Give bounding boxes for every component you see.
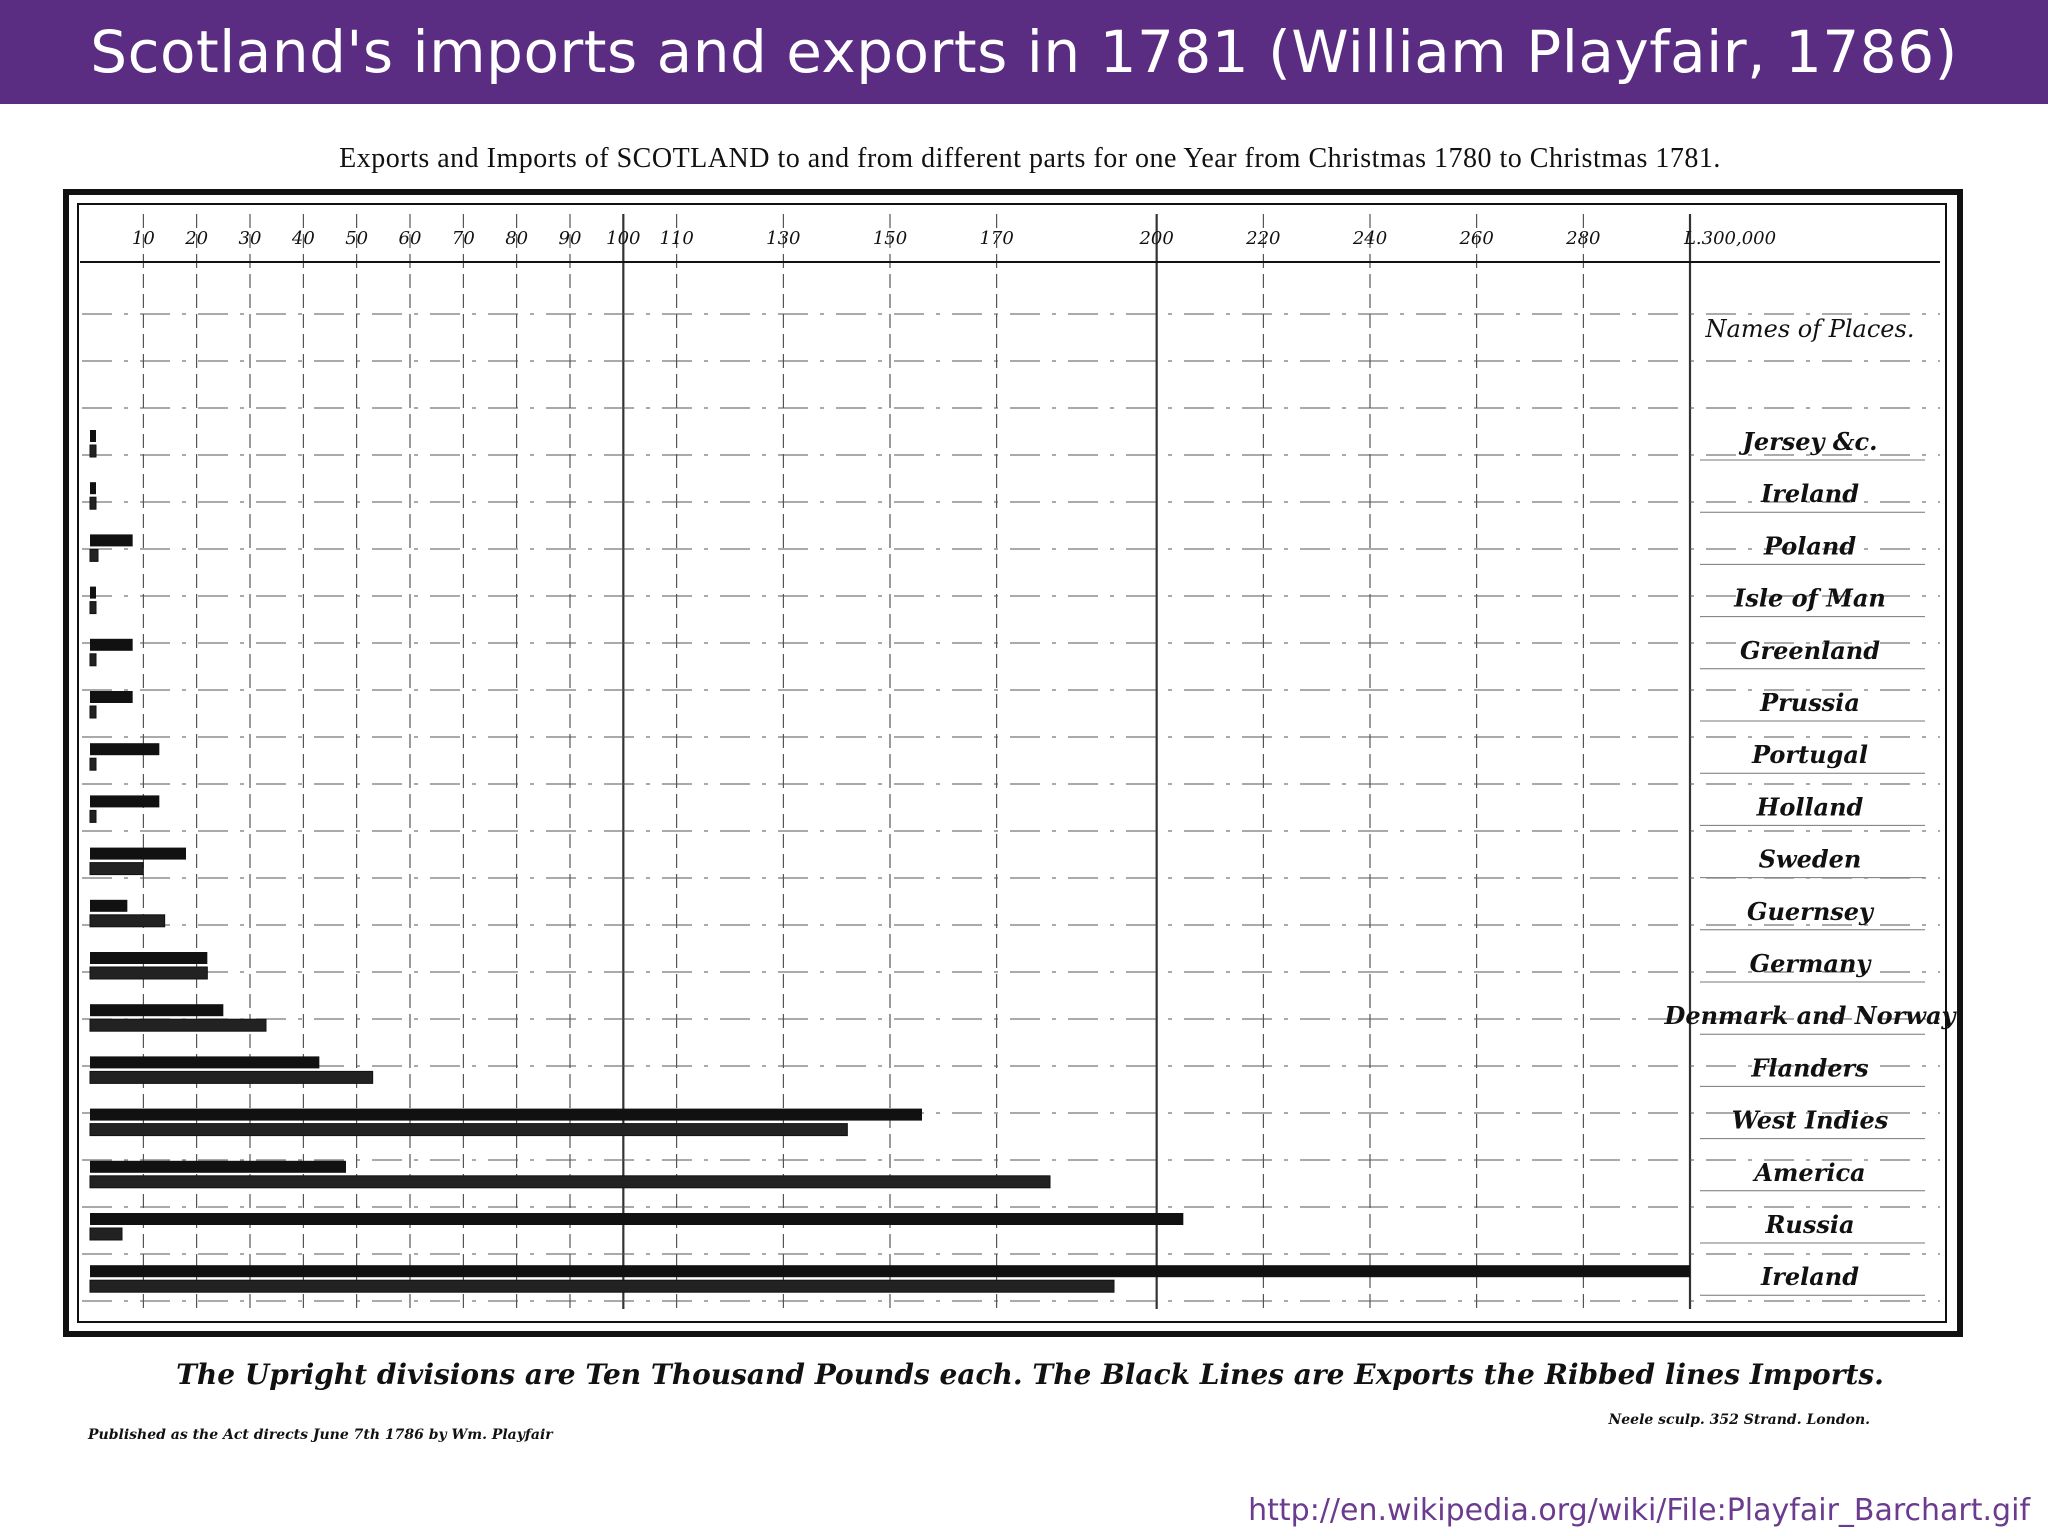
category-labels: Jersey &c. Ireland Poland Isle of Man Greenl… (1664, 427, 1958, 1296)
category-label: Portugal (1751, 740, 1868, 769)
x-tick-label: 40 (291, 228, 315, 249)
category-label: Isle of Man (1733, 584, 1886, 613)
import-bar (89, 705, 97, 719)
chart-title: Exports and Imports of SCOTLAND to and f… (339, 143, 1721, 174)
column-header: Names of Places. (1705, 315, 1915, 343)
export-bar (90, 1213, 1184, 1225)
x-tick-label: 280 (1565, 228, 1600, 249)
export-bar (90, 430, 96, 442)
x-tick-label: 260 (1458, 228, 1493, 249)
category-label: Guernsey (1747, 897, 1875, 926)
import-bar (89, 1175, 1051, 1189)
import-bar (89, 1070, 374, 1084)
export-bar (90, 1265, 1690, 1278)
chart-footnote: The Upright divisions are Ten Thousand P… (176, 1358, 1884, 1391)
export-bar (90, 847, 186, 860)
import-bar (89, 601, 97, 615)
x-tick-label: 90 (559, 228, 582, 249)
category-label: Greenland (1740, 636, 1880, 665)
import-bar (89, 862, 144, 876)
x-tick-label: 10 (132, 228, 155, 249)
category-label: America (1752, 1158, 1865, 1187)
category-label: West Indies (1732, 1106, 1889, 1135)
export-bar (90, 1108, 922, 1121)
export-bar (90, 691, 133, 703)
source-link[interactable]: http://en.wikipedia.org/wiki/File:Playfa… (1248, 1493, 2030, 1528)
category-label: Denmark and Norway (1664, 1001, 1958, 1030)
import-bar (89, 653, 97, 667)
import-bar (89, 757, 97, 771)
category-label: Germany (1750, 949, 1873, 978)
import-bar (89, 444, 97, 458)
grid (80, 214, 1940, 1309)
export-bar (90, 1056, 320, 1069)
playfair-bar-chart: Exports and Imports of SCOTLAND to and f… (63, 143, 1963, 1443)
category-label: Sweden (1759, 845, 1862, 874)
x-tick-label: 100 (606, 228, 640, 249)
x-tick-label: 110 (659, 228, 693, 249)
import-bar (89, 1018, 267, 1032)
x-tick-label: 30 (239, 228, 262, 249)
x-tick-label: 220 (1245, 228, 1280, 249)
x-tick-label: 20 (184, 228, 208, 249)
x-tick-label: 130 (766, 228, 800, 249)
page-title: Scotland's imports and exports in 1781 (… (90, 18, 1958, 86)
x-tick-label: 200 (1138, 228, 1173, 249)
x-tick-label: 70 (452, 228, 475, 249)
export-bar (90, 1004, 224, 1017)
export-bar (90, 899, 128, 912)
x-axis-ticks: 10 20 30 40 50 60 70 80 90 100 110 130 150 170 200 220 2… (132, 228, 1776, 249)
import-bar (89, 548, 99, 562)
chart-inner-frame (77, 203, 1947, 1323)
export-bar (90, 952, 208, 964)
x-tick-label: 150 (873, 228, 907, 249)
export-bar (90, 1160, 346, 1173)
category-label: Russia (1764, 1210, 1854, 1239)
category-label: Poland (1763, 531, 1857, 560)
title-banner: Scotland's imports and exports in 1781 (… (0, 0, 2048, 104)
import-bar (89, 1123, 848, 1137)
bars (89, 430, 1690, 1293)
publisher-right: Neele sculp. 352 Strand. London. (1607, 1412, 1870, 1428)
category-label: Ireland (1760, 479, 1859, 508)
publisher-left: Published as the Act directs June 7th 17… (87, 1427, 554, 1443)
x-tick-label: 60 (399, 228, 422, 249)
export-bar (90, 743, 160, 756)
export-bar (90, 586, 96, 599)
import-bar (89, 1227, 123, 1241)
x-tick-label: 50 (345, 228, 368, 249)
x-tick-label: L.300,000 (1683, 228, 1776, 249)
chart-outer-frame (63, 189, 1963, 1337)
category-label: Prussia (1759, 688, 1860, 717)
import-bar (89, 1279, 1115, 1293)
category-label: Holland (1756, 792, 1864, 821)
category-label: Ireland (1760, 1262, 1859, 1291)
export-bar (90, 482, 96, 495)
export-bar (90, 534, 133, 547)
import-bar (89, 966, 208, 980)
x-tick-label: 170 (979, 228, 1013, 249)
import-bar (89, 809, 97, 823)
import-bar (89, 496, 97, 510)
x-tick-label: 80 (505, 228, 528, 249)
export-bar (90, 638, 133, 651)
import-bar (89, 914, 166, 928)
category-label: Flanders (1750, 1053, 1869, 1082)
x-tick-label: 240 (1352, 228, 1387, 249)
category-label: Jersey &c. (1739, 427, 1878, 456)
export-bar (90, 795, 160, 808)
